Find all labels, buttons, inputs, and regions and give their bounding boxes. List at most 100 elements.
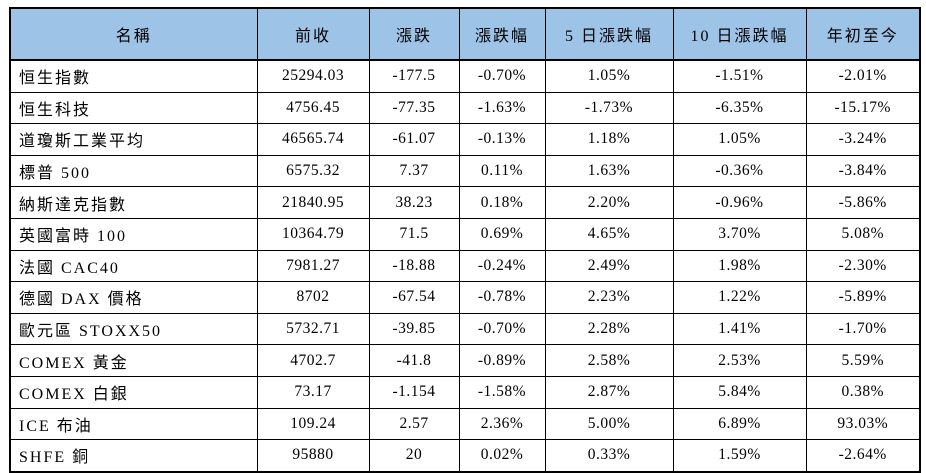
cell-10d-pct: 1.05% (672, 123, 807, 156)
cell-name: 納斯達克指數 (9, 186, 258, 219)
cell-5d-pct: 2.23% (544, 281, 674, 314)
cell-prev-close: 6575.32 (256, 154, 370, 188)
cell-5d-pct: 1.18% (544, 123, 674, 156)
cell-name: ICE 布油 (9, 407, 258, 441)
cell-change: -39.85 (368, 312, 460, 346)
cell-prev-close: 5732.71 (256, 312, 370, 346)
cell-change-pct: 0.18% (458, 186, 546, 219)
cell-change-pct: -0.78% (458, 281, 546, 314)
cell-name: 德國 DAX 價格 (9, 281, 258, 314)
cell-ytd: -5.89% (805, 281, 921, 314)
cell-10d-pct: 6.89% (672, 407, 807, 441)
table-row: 標普 500 6575.32 7.37 0.11% 1.63% -0.36% -3.84% (9, 154, 921, 188)
cell-5d-pct: 2.20% (544, 186, 674, 219)
cell-ytd: 5.59% (805, 344, 921, 377)
column-header-name: 名稱 (9, 7, 258, 61)
table-row: ICE 布油 109.24 2.57 2.36% 5.00% 6.89% 93.03% (9, 407, 921, 441)
cell-prev-close: 25294.03 (256, 59, 370, 93)
cell-10d-pct: 3.70% (672, 217, 807, 251)
cell-5d-pct: 2.87% (544, 375, 674, 409)
table-row: 德國 DAX 價格 8702 -67.54 -0.78% 2.23% 1.22% -5.89… (9, 281, 921, 314)
cell-ytd: -3.24% (805, 123, 921, 156)
column-header-change-pct: 漲跌幅 (458, 7, 546, 61)
cell-name: 道瓊斯工業平均 (9, 123, 258, 156)
cell-ytd: -2.64% (805, 439, 921, 473)
cell-ytd: 0.38% (805, 375, 921, 409)
cell-ytd: -15.17% (805, 91, 921, 125)
cell-10d-pct: 1.98% (672, 249, 807, 283)
cell-change-pct: -0.70% (458, 59, 546, 93)
table-row: 法國 CAC40 7981.27 -18.88 -0.24% 2.49% 1.98% -2.… (9, 249, 921, 283)
cell-5d-pct: 5.00% (544, 407, 674, 441)
cell-change: 2.57 (368, 407, 460, 441)
table-row: 納斯達克指數 21840.95 38.23 0.18% 2.20% -0.96% -5.86… (9, 186, 921, 219)
cell-prev-close: 46565.74 (256, 123, 370, 156)
cell-5d-pct: 2.49% (544, 249, 674, 283)
cell-10d-pct: 1.41% (672, 312, 807, 346)
header-row: 名稱 前收 漲跌 漲跌幅 5 日漲跌幅 10 日漲跌幅 年初至今 (9, 7, 921, 61)
cell-ytd: 93.03% (805, 407, 921, 441)
cell-ytd: 5.08% (805, 217, 921, 251)
cell-10d-pct: -0.36% (672, 154, 807, 188)
cell-10d-pct: 2.53% (672, 344, 807, 377)
table-row: 恒生指數 25294.03 -177.5 -0.70% 1.05% -1.51% -2.01… (9, 59, 921, 93)
cell-change-pct: -0.70% (458, 312, 546, 346)
cell-10d-pct: -1.51% (672, 59, 807, 93)
cell-change-pct: -0.89% (458, 344, 546, 377)
cell-change: -61.07 (368, 123, 460, 156)
column-header-change: 漲跌 (368, 7, 460, 61)
cell-change-pct: -1.63% (458, 91, 546, 125)
cell-change: -77.35 (368, 91, 460, 125)
cell-name: COMEX 黃金 (9, 344, 258, 377)
cell-5d-pct: 2.58% (544, 344, 674, 377)
cell-change-pct: 0.69% (458, 217, 546, 251)
cell-prev-close: 8702 (256, 281, 370, 314)
table-row: 英國富時 100 10364.79 71.5 0.69% 4.65% 3.70% 5.08% (9, 217, 921, 251)
cell-name: 恒生科技 (9, 91, 258, 125)
cell-name: 法國 CAC40 (9, 249, 258, 283)
cell-name: 英國富時 100 (9, 217, 258, 251)
cell-change-pct: 2.36% (458, 407, 546, 441)
cell-change-pct: -0.24% (458, 249, 546, 283)
cell-name: 標普 500 (9, 154, 258, 188)
cell-name: 恒生指數 (9, 59, 258, 93)
cell-change: -177.5 (368, 59, 460, 93)
cell-prev-close: 109.24 (256, 407, 370, 441)
cell-10d-pct: 1.22% (672, 281, 807, 314)
cell-prev-close: 95880 (256, 439, 370, 473)
cell-change: -18.88 (368, 249, 460, 283)
cell-5d-pct: 2.28% (544, 312, 674, 346)
cell-change-pct: 0.02% (458, 439, 546, 473)
cell-change: -41.8 (368, 344, 460, 377)
cell-prev-close: 7981.27 (256, 249, 370, 283)
market-indices-table: 名稱 前收 漲跌 漲跌幅 5 日漲跌幅 10 日漲跌幅 年初至今 恒生指數 25294.03-… (9, 7, 921, 473)
market-table-container: 名稱 前收 漲跌 漲跌幅 5 日漲跌幅 10 日漲跌幅 年初至今 恒生指數 25294.03-… (9, 7, 921, 473)
cell-change: -1.154 (368, 375, 460, 409)
cell-ytd: -2.30% (805, 249, 921, 283)
cell-10d-pct: -0.96% (672, 186, 807, 219)
cell-5d-pct: 0.33% (544, 439, 674, 473)
cell-prev-close: 21840.95 (256, 186, 370, 219)
cell-5d-pct: 4.65% (544, 217, 674, 251)
cell-change: 71.5 (368, 217, 460, 251)
cell-ytd: -2.01% (805, 59, 921, 93)
table-row: COMEX 黃金 4702.7 -41.8 -0.89% 2.58% 2.53% 5.59% (9, 344, 921, 377)
cell-name: 歐元區 STOXX50 (9, 312, 258, 346)
cell-prev-close: 4702.7 (256, 344, 370, 377)
cell-change: 7.37 (368, 154, 460, 188)
cell-5d-pct: -1.73% (544, 91, 674, 125)
cell-prev-close: 4756.45 (256, 91, 370, 125)
table-row: 歐元區 STOXX50 5732.71 -39.85 -0.70% 2.28% 1.41%… (9, 312, 921, 346)
table-row: 道瓊斯工業平均 46565.74 -61.07 -0.13% 1.18% 1.05% -3.… (9, 123, 921, 156)
cell-10d-pct: 5.84% (672, 375, 807, 409)
table-row: COMEX 白銀 73.17 -1.154 -1.58% 2.87% 5.84% 0.38% (9, 375, 921, 409)
cell-10d-pct: -6.35% (672, 91, 807, 125)
cell-ytd: -1.70% (805, 312, 921, 346)
cell-10d-pct: 1.59% (672, 439, 807, 473)
cell-name: COMEX 白銀 (9, 375, 258, 409)
cell-prev-close: 10364.79 (256, 217, 370, 251)
cell-ytd: -5.86% (805, 186, 921, 219)
cell-ytd: -3.84% (805, 154, 921, 188)
column-header-10d-pct: 10 日漲跌幅 (672, 7, 807, 61)
column-header-ytd: 年初至今 (805, 7, 921, 61)
